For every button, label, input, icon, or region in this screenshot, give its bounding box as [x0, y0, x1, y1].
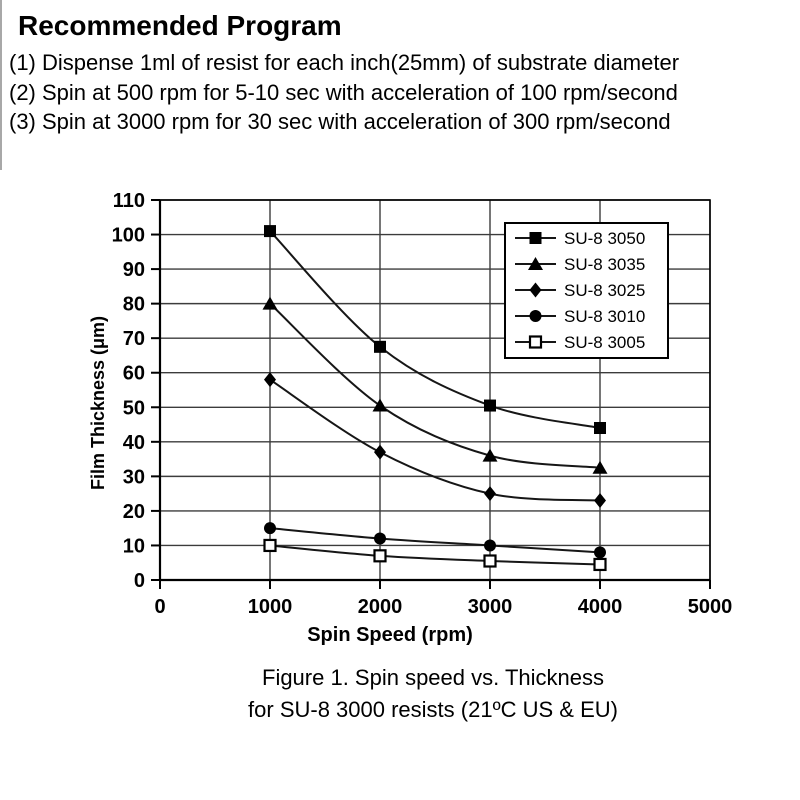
y-tick-label: 60: [123, 363, 145, 385]
marker-su-8-3050: [264, 225, 276, 238]
legend-item-su-8-3010: SU-8 3010: [515, 307, 645, 326]
marker-su-8-3035: [592, 460, 608, 474]
series-line-su-8-3035: [269, 302, 601, 469]
y-tick-label: 70: [123, 328, 145, 350]
legend-label: SU-8 3005: [564, 333, 645, 352]
marker-su-8-3050: [484, 399, 496, 412]
marker-su-8-3035: [372, 398, 388, 412]
legend: SU-8 3050 SU-8 3035 SU-8 3025 SU-8 3010 SU-8…: [504, 222, 669, 359]
marker-su-8-3025: [594, 493, 606, 509]
series-su-8-3010: [264, 522, 606, 559]
recommended-program-steps: (1) Dispense 1ml of resist for each inch…: [9, 48, 679, 137]
legend-label: SU-8 3035: [564, 255, 645, 274]
legend-marker-su-8-3005: [528, 335, 543, 349]
series-su-8-3005: [263, 538, 607, 572]
instruction-step-2: (2) Spin at 500 rpm for 5-10 sec with ac…: [9, 79, 678, 105]
axis-ticks: 0 10 20 30 40 50 60 70 80 90 100 110 0 1000 2000 3000 40…: [112, 190, 733, 618]
x-tick-label: 2000: [358, 596, 403, 618]
y-tick-label: 100: [112, 225, 145, 247]
y-tick-label: 80: [123, 294, 145, 316]
series-line-su-8-3010: [269, 527, 601, 554]
legend-marker-su-8-3025: [529, 282, 542, 298]
marker-su-8-3005: [593, 557, 607, 572]
series-line-su-8-3025: [269, 378, 601, 502]
marker-su-8-3025: [484, 486, 496, 502]
y-axis-title: Film Thickness (μm): [88, 316, 108, 490]
y-tick-label: 10: [123, 535, 145, 557]
x-tick-label: 3000: [468, 596, 513, 618]
y-tick-label: 30: [123, 466, 145, 488]
y-tick-label: 110: [113, 190, 145, 212]
marker-su-8-3005: [263, 538, 277, 553]
legend-label: SU-8 3010: [564, 307, 645, 326]
y-tick-label: 50: [123, 397, 145, 419]
marker-su-8-3010: [374, 532, 386, 545]
legend-item-su-8-3025: SU-8 3025: [515, 281, 645, 300]
y-tick-label: 20: [123, 501, 145, 523]
series-su-8-3050: [264, 225, 606, 434]
marker-su-8-3025: [374, 444, 386, 460]
legend-marker-su-8-3010: [529, 310, 542, 322]
series-line-su-8-3050: [269, 230, 601, 429]
series-su-8-3025: [264, 372, 606, 509]
x-tick-label: 5000: [688, 596, 733, 618]
screenshot-edge-artifact: [0, 0, 2, 170]
legend-item-su-8-3035: SU-8 3035: [515, 255, 645, 274]
x-axis-title: Spin Speed (rpm): [307, 624, 473, 646]
legend-label: SU-8 3050: [564, 229, 645, 248]
legend-label: SU-8 3025: [564, 281, 645, 300]
marker-su-8-3010: [594, 546, 606, 559]
instruction-step-1: (1) Dispense 1ml of resist for each inch…: [9, 50, 680, 75]
marker-su-8-3005: [373, 549, 387, 563]
x-tick-label: 0: [154, 596, 165, 618]
page-title: Recommended Program: [18, 10, 342, 41]
instruction-step-3: (3) Spin at 3000 rpm for 30 sec with acc…: [9, 109, 671, 134]
marker-su-8-3035: [482, 448, 498, 462]
spin-speed-vs-thickness-chart: 0 10 20 30 40 50 60 70 80 90 100 110 0 1000 2000 3000 40…: [88, 190, 733, 646]
marker-su-8-3010: [484, 539, 496, 552]
x-tick-label: 4000: [578, 596, 623, 618]
legend-marker-su-8-3050: [529, 232, 542, 244]
series-su-8-3035: [262, 296, 608, 474]
figure-caption-line-1: Figure 1. Spin speed vs. Thickness: [262, 665, 604, 690]
legend-item-su-8-3005: SU-8 3005: [515, 333, 645, 352]
figure-caption-line-2: for SU-8 3000 resists (21ºC US & EU): [248, 697, 618, 722]
x-tick-label: 1000: [248, 596, 293, 618]
legend-marker-su-8-3035: [528, 257, 543, 270]
y-tick-label: 0: [134, 570, 145, 592]
series-line-su-8-3005: [269, 544, 601, 566]
y-tick-label: 40: [123, 432, 145, 454]
marker-su-8-3010: [264, 522, 276, 535]
marker-su-8-3005: [483, 554, 497, 568]
y-tick-label: 90: [123, 259, 145, 281]
marker-su-8-3050: [374, 340, 386, 353]
figure-caption: Figure 1. Spin speed vs. Thickness for S…: [88, 662, 778, 726]
marker-su-8-3035: [262, 296, 278, 310]
marker-su-8-3050: [594, 422, 606, 434]
legend-item-su-8-3050: SU-8 3050: [515, 229, 645, 248]
marker-su-8-3025: [264, 372, 276, 388]
